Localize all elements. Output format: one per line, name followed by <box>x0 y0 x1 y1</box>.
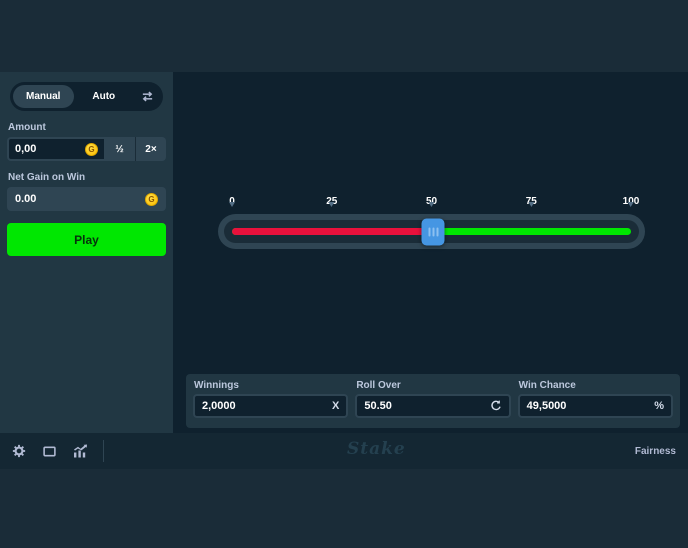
tick-0: 0 <box>229 196 235 225</box>
multiplier-x-icon: X <box>331 400 340 412</box>
gold-coin-icon: G <box>145 192 158 206</box>
play-button[interactable]: Play <box>7 223 166 256</box>
roll-slider: 0 25 50 75 100 <box>218 196 645 249</box>
tick-notch <box>628 202 634 224</box>
tick-100: 100 <box>623 196 639 225</box>
handle-grip-line <box>436 227 439 236</box>
fairness-link[interactable]: Fairness <box>634 445 676 457</box>
game-footer: Stake Fairness <box>0 433 688 469</box>
roll-over-label: Roll Over <box>356 380 401 391</box>
amount-row: 0,00 G ½ 2× <box>7 137 166 161</box>
tick-75: 75 <box>526 196 537 225</box>
swap-arrows-icon[interactable] <box>134 90 160 103</box>
winnings-value: 2,0000 <box>202 400 236 412</box>
amount-label: Amount <box>8 122 46 133</box>
slider-red-track <box>232 228 434 235</box>
tick-25: 25 <box>326 196 337 225</box>
bet-sidebar: Manual Auto Amount 0,00 G ½ 2× Net Gain … <box>0 72 173 433</box>
tick-notch <box>328 202 335 224</box>
tick-notch <box>528 202 535 224</box>
handle-grip-line <box>432 227 435 236</box>
win-chance-input[interactable]: 49,5000 % <box>517 394 673 418</box>
stake-logo: Stake <box>347 439 406 459</box>
live-stats-icon[interactable] <box>73 444 87 458</box>
win-chance-label: Win Chance <box>518 380 576 391</box>
dice-game-frame: Manual Auto Amount 0,00 G ½ 2× Net Gain … <box>0 72 688 469</box>
net-gain-label: Net Gain on Win <box>8 172 86 183</box>
net-gain-value: 0.00 <box>15 193 37 205</box>
footer-divider <box>103 440 104 462</box>
win-chance-value: 49,5000 <box>526 400 567 412</box>
tab-manual[interactable]: Manual <box>13 85 74 108</box>
half-bet-button[interactable]: ½ <box>104 137 135 161</box>
tick-50: 50 <box>426 196 437 225</box>
slider-track[interactable] <box>232 218 631 245</box>
gear-icon[interactable] <box>12 444 26 458</box>
slider-outer-pill <box>218 214 645 249</box>
roll-over-value: 50.50 <box>364 400 392 412</box>
winnings-label: Winnings <box>194 380 239 391</box>
roll-over-field: Roll Over 50.50 <box>355 379 511 428</box>
amount-input[interactable]: 0,00 G <box>7 137 104 161</box>
slider-tick-row: 0 25 50 75 100 <box>229 196 639 224</box>
amount-value: 0,00 <box>15 143 37 155</box>
win-chance-field: Win Chance 49,5000 % <box>517 379 673 428</box>
winnings-input[interactable]: 2,0000 X <box>193 394 349 418</box>
tab-auto[interactable]: Auto <box>92 91 116 102</box>
winnings-field: Winnings 2,0000 X <box>193 379 349 428</box>
footer-icon-group <box>12 444 87 458</box>
roll-over-input[interactable]: 50.50 <box>355 394 511 418</box>
stats-panel: Winnings 2,0000 X Roll Over 50.50 <box>186 374 680 428</box>
net-gain-input[interactable]: 0.00 G <box>7 187 166 211</box>
bet-mode-tabbar: Manual Auto <box>10 82 163 111</box>
double-bet-button[interactable]: 2× <box>135 137 166 161</box>
tick-notch <box>229 202 235 224</box>
slider-inner-rail <box>224 218 639 245</box>
theater-mode-icon[interactable] <box>43 445 56 458</box>
gold-coin-icon: G <box>85 142 98 156</box>
game-main-area: 0 25 50 75 100 <box>173 72 688 433</box>
percent-icon: % <box>654 400 664 412</box>
slider-handle[interactable] <box>421 218 445 245</box>
refresh-icon[interactable] <box>490 400 502 412</box>
handle-grip-line <box>428 227 431 236</box>
